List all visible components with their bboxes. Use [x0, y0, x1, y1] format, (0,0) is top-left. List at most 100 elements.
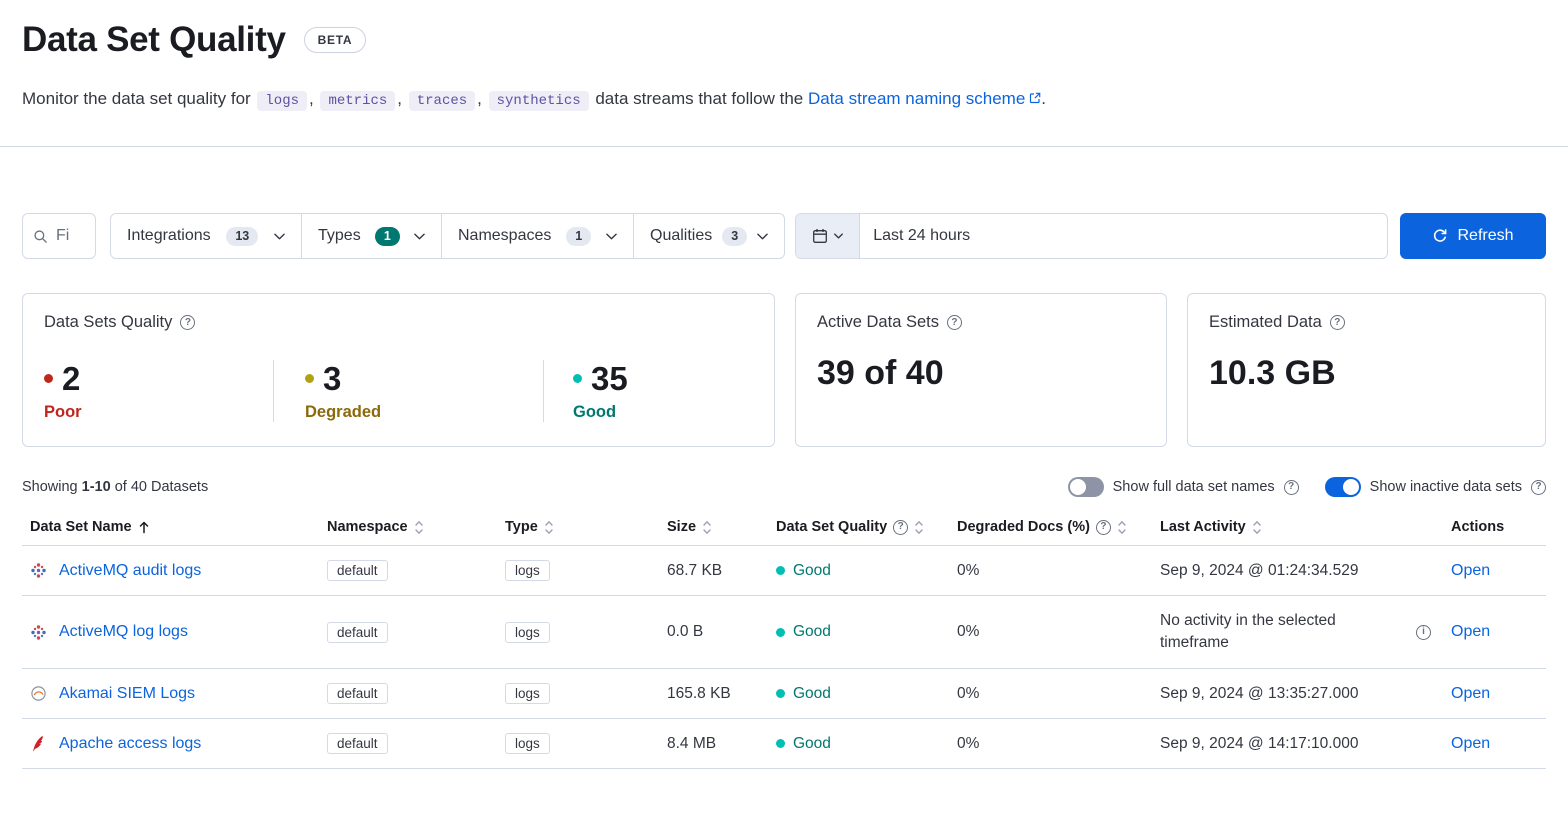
- good-count: 35: [591, 360, 628, 397]
- show-inactive-toggle[interactable]: [1324, 477, 1361, 497]
- akamai-icon: [30, 685, 47, 702]
- type-badge: logs: [505, 621, 550, 643]
- estimated-data-panel: Estimated Data 10.3 GB: [1187, 293, 1546, 447]
- qualities-filter-button[interactable]: Qualities 3: [633, 214, 784, 258]
- filter-label: Integrations: [127, 227, 211, 244]
- degraded-dot-icon: [305, 374, 314, 384]
- open-action-link[interactable]: Open: [1451, 684, 1491, 702]
- quality-stat: 35 Good: [543, 360, 628, 422]
- quality-indicator: Good: [776, 623, 941, 641]
- good-label: Good: [573, 402, 617, 421]
- chevron-down-icon: [834, 233, 844, 239]
- naming-scheme-link[interactable]: Data stream naming scheme: [808, 89, 1041, 108]
- chevron-down-icon: [606, 233, 617, 240]
- table-row: ActiveMQ audit logs default logs 68.7 KB Goo…: [22, 545, 1546, 596]
- toggle-label: Show inactive data sets: [1369, 479, 1522, 495]
- col-header-data-set-name[interactable]: Data Set Name: [22, 509, 319, 546]
- question-icon: [946, 315, 962, 330]
- namespaces-count-badge: 1: [566, 226, 592, 246]
- dataset-name-link[interactable]: Akamai SIEM Logs: [59, 684, 196, 702]
- degraded-docs-cell: 0%: [949, 718, 1152, 769]
- table-header-row: Data Set Name Namespace Type Size Data S…: [22, 509, 1546, 546]
- col-header-type[interactable]: Type: [497, 509, 659, 546]
- table-row: ActiveMQ log logs default logs 0.0 B Good 0% N…: [22, 595, 1546, 669]
- good-dot-icon: [776, 739, 785, 748]
- active-data-sets-value: 39 of 40: [817, 354, 944, 392]
- dataset-name-link[interactable]: ActiveMQ audit logs: [59, 561, 202, 579]
- summary-panels: Data Sets Quality 2 Poor 3 Degraded 35: [22, 293, 1546, 447]
- question-icon: [1283, 479, 1299, 495]
- namespace-badge: default: [327, 621, 388, 643]
- good-dot-icon: [573, 374, 582, 384]
- col-header-size[interactable]: Size: [659, 509, 768, 546]
- sortable-icon: [414, 520, 424, 535]
- date-picker: Last 24 hours: [795, 213, 1388, 259]
- search-input[interactable]: [54, 226, 80, 246]
- panel-title: Data Sets Quality: [44, 313, 173, 331]
- col-header-last-activity[interactable]: Last Activity: [1152, 509, 1443, 546]
- show-full-names-toggle[interactable]: [1067, 477, 1104, 497]
- col-header-data-set-quality[interactable]: Data Set Quality: [768, 509, 949, 546]
- quality-indicator: Good: [776, 685, 941, 703]
- intro-text: Monitor the data set quality for logs, m…: [22, 84, 1147, 116]
- external-link-icon: [1029, 84, 1041, 114]
- show-full-names-toggle-group: Show full data set names: [1067, 477, 1299, 497]
- apache-icon: [30, 735, 47, 752]
- qualities-count-badge: 3: [722, 226, 748, 246]
- panel-title: Estimated Data: [1209, 313, 1322, 331]
- dataset-name-link[interactable]: ActiveMQ log logs: [59, 623, 188, 640]
- calendar-icon: [812, 228, 828, 244]
- question-icon: [1329, 315, 1345, 330]
- open-action-link[interactable]: Open: [1451, 623, 1491, 640]
- size-cell: 68.7 KB: [659, 545, 768, 596]
- activemq-icon: [30, 562, 47, 579]
- last-activity-cell: Sep 9, 2024 @ 14:17:10.000: [1160, 734, 1359, 752]
- refresh-icon: [1432, 228, 1448, 244]
- dataset-name-link[interactable]: Apache access logs: [59, 734, 202, 752]
- filter-label: Namespaces: [458, 227, 552, 244]
- filter-label: Qualities: [650, 227, 713, 244]
- good-dot-icon: [776, 689, 785, 698]
- panel-title: Active Data Sets: [817, 313, 939, 331]
- search-box[interactable]: [22, 213, 96, 259]
- refresh-label: Refresh: [1457, 227, 1514, 244]
- data-sets-quality-panel: Data Sets Quality 2 Poor 3 Degraded 35: [22, 293, 775, 447]
- show-inactive-toggle-group: Show inactive data sets: [1324, 477, 1546, 497]
- sortable-icon: [1252, 520, 1262, 535]
- chevron-down-icon: [274, 233, 285, 240]
- chevron-down-icon: [757, 233, 768, 240]
- active-data-sets-panel: Active Data Sets 39 of 40: [795, 293, 1167, 447]
- toggle-label: Show full data set names: [1112, 479, 1275, 495]
- open-action-link[interactable]: Open: [1451, 734, 1491, 752]
- type-badge: logs: [505, 560, 550, 581]
- time-range-display[interactable]: Last 24 hours: [873, 227, 971, 244]
- namespace-badge: default: [327, 560, 388, 581]
- type-badge: logs: [505, 683, 550, 704]
- datasets-table-body: ActiveMQ audit logs default logs 68.7 KB Goo…: [22, 545, 1546, 769]
- activemq-icon: [30, 624, 47, 641]
- namespaces-filter-button[interactable]: Namespaces 1: [441, 214, 633, 258]
- last-activity-cell: Sep 9, 2024 @ 13:35:27.000: [1160, 684, 1359, 702]
- page-header: Data Set Quality BETA: [22, 0, 1546, 60]
- sortable-icon: [544, 520, 554, 535]
- open-action-link[interactable]: Open: [1451, 561, 1491, 579]
- degraded-count: 3: [323, 360, 342, 397]
- type-badge: logs: [505, 733, 550, 754]
- col-header-degraded-docs[interactable]: Degraded Docs (%): [949, 509, 1152, 546]
- refresh-button[interactable]: Refresh: [1400, 213, 1546, 259]
- good-dot-icon: [776, 627, 785, 637]
- types-filter-button[interactable]: Types 1: [301, 214, 441, 258]
- integrations-filter-button[interactable]: Integrations 13: [111, 214, 301, 258]
- filter-group: Integrations 13 Types 1 Namespaces 1 Qua…: [110, 213, 786, 259]
- sortable-icon: [914, 520, 924, 535]
- size-cell: 8.4 MB: [659, 718, 768, 769]
- last-activity-cell: Sep 9, 2024 @ 01:24:34.529: [1160, 561, 1359, 579]
- last-activity-cell: No activity in the selected timeframe: [1160, 612, 1336, 651]
- col-header-namespace[interactable]: Namespace: [319, 509, 497, 546]
- date-picker-toggle[interactable]: [796, 214, 861, 258]
- col-header-actions: Actions: [1443, 509, 1546, 546]
- poor-count: 2: [62, 360, 81, 397]
- filter-label: Types: [318, 227, 361, 244]
- poor-dot-icon: [44, 374, 53, 384]
- degraded-docs-cell: 0%: [949, 668, 1152, 719]
